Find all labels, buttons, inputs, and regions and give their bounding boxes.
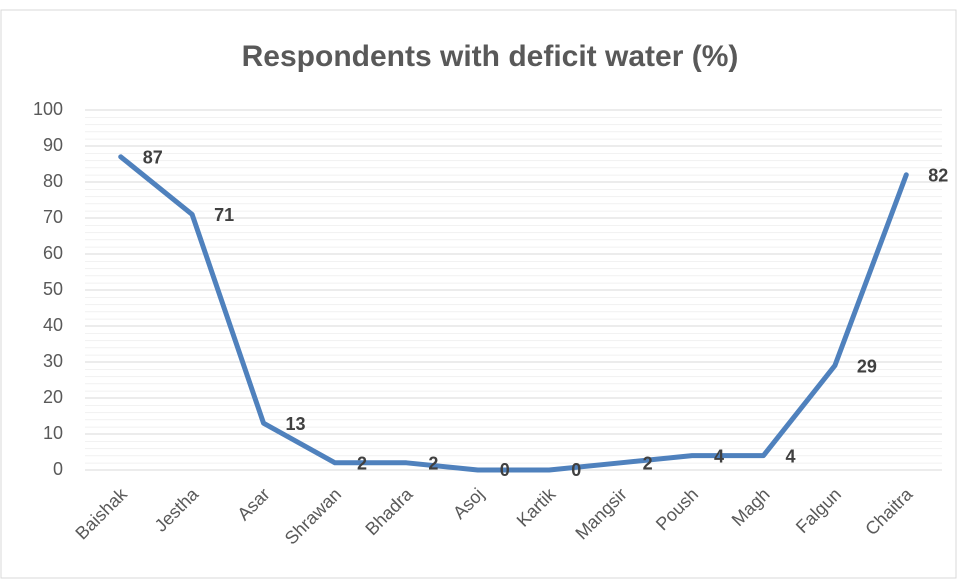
- data-label: 4: [714, 446, 724, 466]
- data-label: 29: [857, 356, 877, 376]
- data-label: 87: [143, 148, 163, 168]
- y-tick-label: 40: [43, 315, 63, 335]
- data-label: 2: [643, 454, 653, 474]
- y-tick-label: 80: [43, 171, 63, 191]
- data-label: 2: [357, 454, 367, 474]
- data-label: 71: [214, 205, 234, 225]
- data-label: 0: [571, 460, 581, 480]
- data-label: 13: [286, 414, 306, 434]
- y-tick-label: 10: [43, 423, 63, 443]
- y-tick-label: 50: [43, 279, 63, 299]
- data-label: 2: [428, 454, 438, 474]
- y-tick-label: 90: [43, 135, 63, 155]
- data-line: [118, 154, 909, 473]
- y-tick-label: 20: [43, 387, 63, 407]
- y-tick-label: 0: [53, 459, 63, 479]
- data-label: 4: [785, 446, 795, 466]
- y-tick-label: 30: [43, 351, 63, 371]
- y-tick-label: 70: [43, 207, 63, 227]
- y-tick-label: 100: [33, 99, 63, 119]
- chart-title: Respondents with deficit water (%): [242, 40, 739, 73]
- y-tick-label: 60: [43, 243, 63, 263]
- data-label: 82: [928, 166, 948, 186]
- data-label: 0: [500, 460, 510, 480]
